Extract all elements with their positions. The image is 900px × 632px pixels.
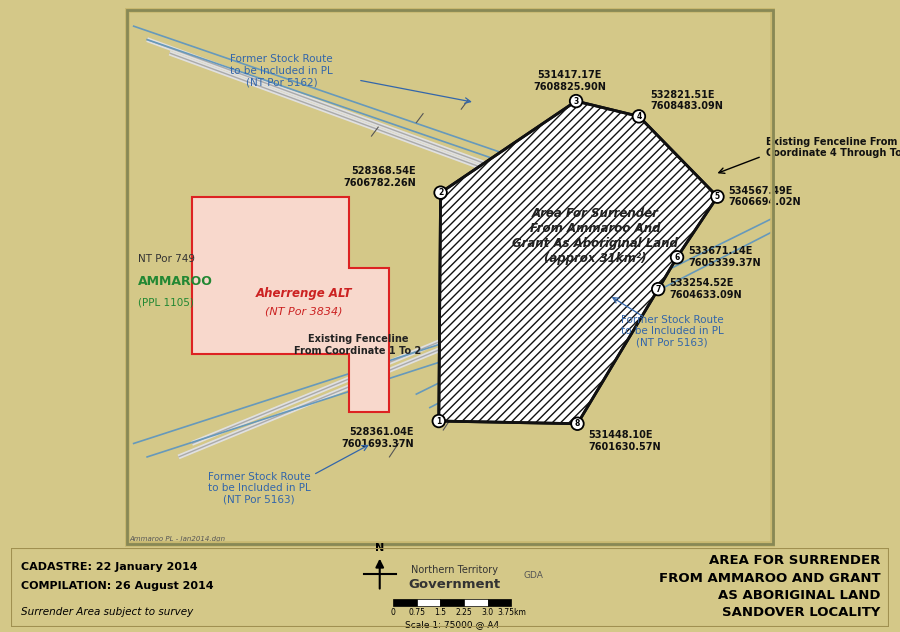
Text: N: N	[375, 544, 384, 554]
Text: 528361.04E
7601693.37N: 528361.04E 7601693.37N	[341, 427, 414, 449]
Text: SANDOVER LOCALITY: SANDOVER LOCALITY	[722, 607, 880, 619]
Circle shape	[711, 190, 724, 203]
Text: 5: 5	[715, 192, 720, 201]
Circle shape	[433, 415, 446, 427]
Polygon shape	[439, 101, 717, 423]
Text: NT Por 749: NT Por 749	[138, 255, 195, 265]
Bar	[393, 599, 417, 607]
Text: Surrender Area subject to survey: Surrender Area subject to survey	[22, 607, 194, 617]
Text: 534567.49E
7606694.02N: 534567.49E 7606694.02N	[729, 186, 801, 207]
Text: Former Stock Route
to be Included in PL
(NT Por 5163): Former Stock Route to be Included in PL …	[621, 315, 724, 348]
Text: 2: 2	[438, 188, 443, 197]
Text: Area For Surrender
From Ammaroo And
Grant As Aboriginal Land
(approx 31km²): Area For Surrender From Ammaroo And Gran…	[512, 207, 678, 265]
Text: Aherrenge ALT: Aherrenge ALT	[256, 287, 353, 300]
Text: 3.0: 3.0	[482, 608, 494, 617]
Bar	[440, 599, 464, 607]
Bar	[464, 599, 488, 607]
Text: AS ABORIGINAL LAND: AS ABORIGINAL LAND	[718, 589, 880, 602]
Text: GDA: GDA	[524, 571, 544, 580]
Polygon shape	[192, 197, 390, 412]
Text: Former Stock Route
to be Included in PL
(NT Por 5163): Former Stock Route to be Included in PL …	[208, 471, 310, 505]
Text: 533671.14E
7605339.37N: 533671.14E 7605339.37N	[688, 246, 760, 268]
Text: (NT Por 3834): (NT Por 3834)	[266, 306, 343, 316]
Text: Ammaroo PL - Jan2014.dgn: Ammaroo PL - Jan2014.dgn	[130, 536, 225, 542]
Circle shape	[652, 283, 664, 295]
Text: 533254.52E
7604633.09N: 533254.52E 7604633.09N	[670, 278, 742, 300]
Text: Existing Fenceline From
Coordinate 4 Through To 8: Existing Fenceline From Coordinate 4 Thr…	[766, 137, 900, 158]
Text: 531417.17E
7608825.90N: 531417.17E 7608825.90N	[533, 70, 606, 92]
Text: AMMAROO: AMMAROO	[138, 276, 213, 288]
Circle shape	[570, 95, 582, 107]
Text: 2.25: 2.25	[455, 608, 472, 617]
Circle shape	[435, 186, 447, 199]
Text: 6: 6	[674, 253, 680, 262]
Text: 528368.54E
7606782.26N: 528368.54E 7606782.26N	[343, 166, 416, 188]
Text: AREA FOR SURRENDER: AREA FOR SURRENDER	[709, 554, 880, 568]
Text: Scale 1: 75000 @ A4: Scale 1: 75000 @ A4	[405, 621, 500, 629]
Circle shape	[633, 110, 645, 123]
Text: (PPL 1105): (PPL 1105)	[138, 297, 194, 307]
Text: 3.75km: 3.75km	[497, 608, 526, 617]
Circle shape	[670, 251, 683, 264]
Text: COMPILATION: 26 August 2014: COMPILATION: 26 August 2014	[22, 581, 214, 591]
Text: 0: 0	[391, 608, 395, 617]
Text: FROM AMMAROO AND GRANT: FROM AMMAROO AND GRANT	[659, 571, 880, 585]
Text: 531448.10E
7601630.57N: 531448.10E 7601630.57N	[589, 430, 662, 452]
Text: 1: 1	[436, 416, 441, 425]
Text: 7: 7	[655, 284, 661, 294]
Text: Former Stock Route
to be Included in PL
(NT Por 5162): Former Stock Route to be Included in PL …	[230, 54, 333, 88]
Polygon shape	[439, 101, 717, 423]
Text: Government: Government	[409, 578, 500, 591]
Circle shape	[572, 418, 584, 430]
Text: 3: 3	[573, 97, 579, 106]
Text: 8: 8	[575, 419, 580, 428]
Text: CADASTRE: 22 January 2014: CADASTRE: 22 January 2014	[22, 562, 198, 572]
Text: 0.75: 0.75	[408, 608, 425, 617]
Bar	[488, 599, 511, 607]
Text: 1.5: 1.5	[435, 608, 446, 617]
Text: 4: 4	[636, 112, 642, 121]
Text: 532821.51E
7608483.09N: 532821.51E 7608483.09N	[650, 90, 723, 111]
Text: Northern Territory: Northern Territory	[411, 565, 498, 575]
Bar	[417, 599, 440, 607]
Text: Existing Fenceline
From Coordinate 1 To 2: Existing Fenceline From Coordinate 1 To …	[294, 334, 421, 356]
